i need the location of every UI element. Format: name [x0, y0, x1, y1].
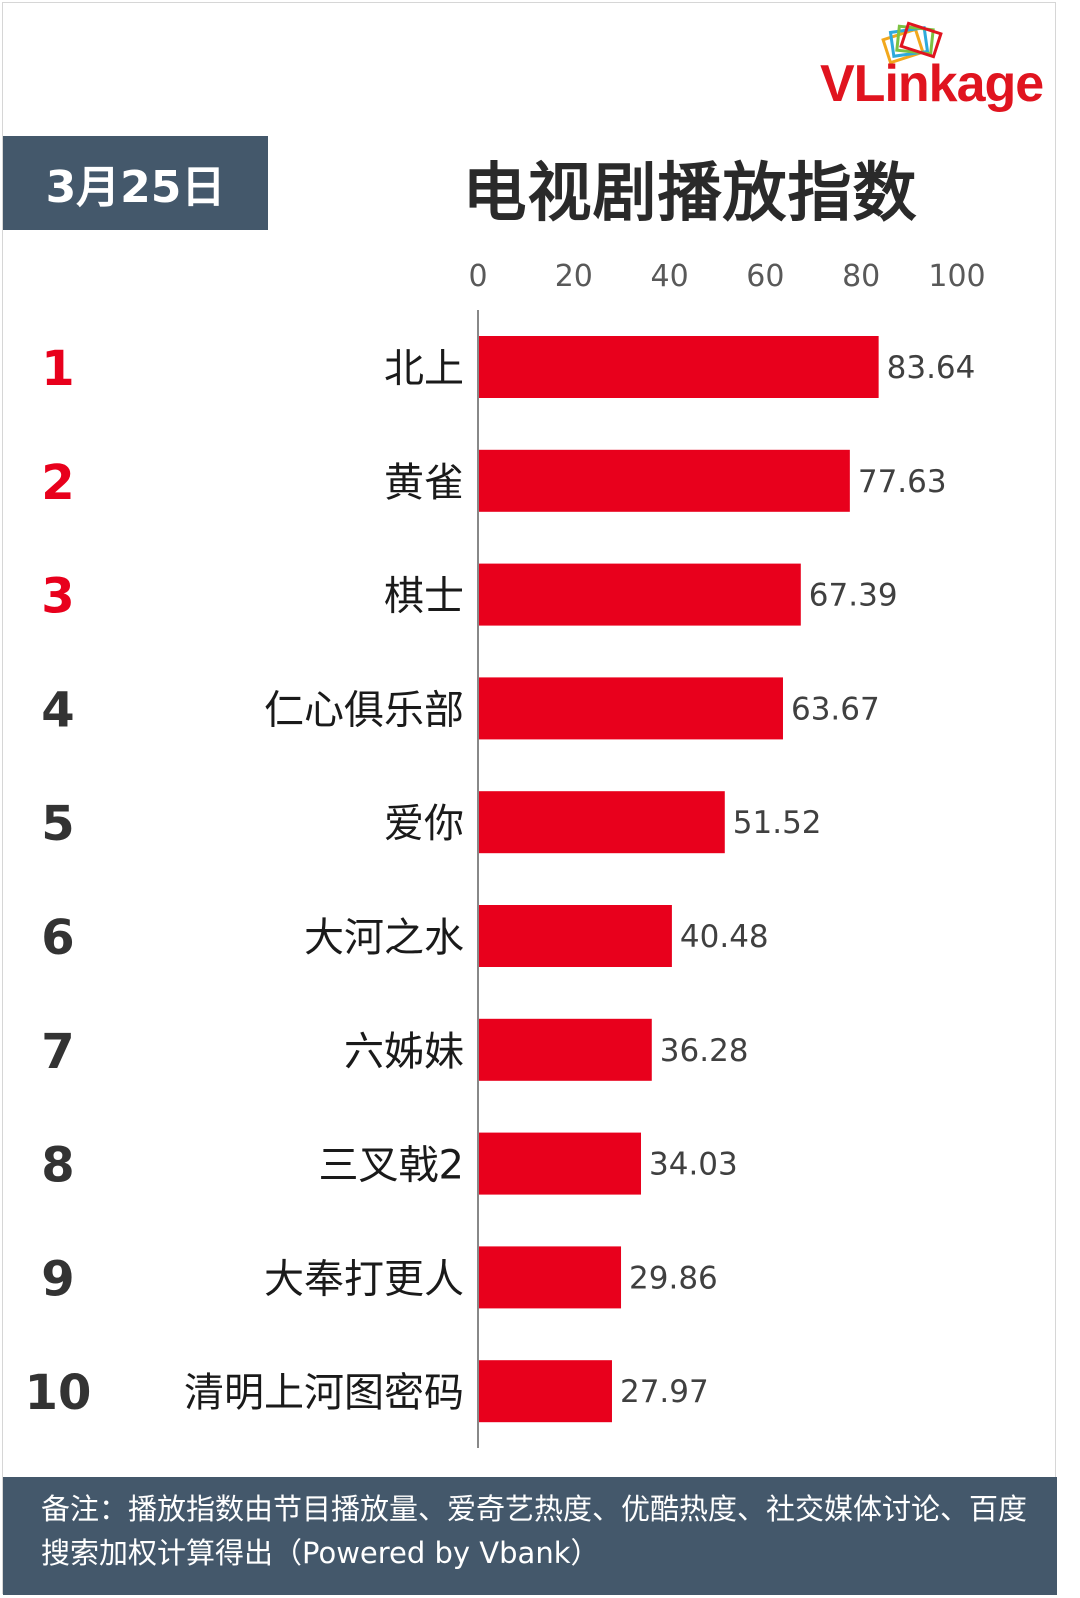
footer-note: 备注：播放指数由节目播放量、爱奇艺热度、优酷热度、社交媒体讨论、百度搜索加权计算… [3, 1477, 1057, 1595]
rank-number: 10 [25, 1365, 92, 1421]
category-label: 黄雀 [384, 460, 464, 506]
rank-number: 1 [41, 341, 74, 397]
value-label: 34.03 [649, 1147, 738, 1183]
category-label: 棋士 [384, 574, 464, 620]
x-tick-label: 40 [651, 259, 689, 294]
logo-wordmark: VLinkage [820, 55, 1044, 113]
bar [479, 1132, 642, 1195]
logo-cards-icon [881, 21, 943, 65]
date-badge: 3月25日 [3, 136, 268, 230]
vlinkage-logo: VLinkage [820, 20, 1060, 120]
page-title: 电视剧播放指数 [462, 157, 918, 231]
bar [479, 449, 850, 512]
x-tick-label: 80 [842, 259, 880, 294]
value-label: 63.67 [791, 691, 880, 727]
bar [479, 1246, 622, 1309]
value-label: 77.63 [858, 464, 947, 500]
category-label: 仁心俱乐部 [264, 687, 464, 733]
rank-number: 5 [41, 796, 74, 852]
rank-number: 7 [41, 1024, 74, 1080]
bar-chart: 0 20 40 60 80 100 1 北上 83.64 2 黄雀 77.63 3 棋士 67.39 4 仁心俱… [25, 259, 986, 1448]
x-tick-label: 0 [468, 259, 487, 294]
category-label: 清明上河图密码 [184, 1370, 464, 1416]
bar [479, 563, 801, 626]
x-tick-label: 60 [746, 259, 784, 294]
rank-number: 2 [41, 455, 74, 511]
rank-number: 3 [41, 569, 74, 625]
category-label: 大河之水 [304, 915, 464, 961]
value-label: 36.28 [660, 1033, 749, 1069]
footer-note-text: 备注：播放指数由节目播放量、爱奇艺热度、优酷热度、社交媒体讨论、百度搜索加权计算… [41, 1492, 1028, 1570]
bar [479, 791, 725, 854]
bar [479, 677, 783, 740]
category-label: 大奉打更人 [264, 1256, 464, 1302]
value-label: 83.64 [887, 350, 976, 386]
bar [479, 336, 879, 398]
x-tick-label: 100 [928, 259, 985, 294]
rank-number: 9 [41, 1251, 74, 1307]
category-label: 北上 [384, 346, 464, 392]
rank-number: 4 [41, 682, 74, 738]
category-label: 六姊妹 [344, 1029, 464, 1075]
x-tick-label: 20 [555, 259, 593, 294]
bar [479, 905, 672, 967]
category-label: 三叉戟2 [319, 1143, 464, 1189]
value-label: 40.48 [680, 919, 769, 955]
rank-number: 6 [41, 910, 74, 966]
value-label: 27.97 [620, 1374, 709, 1410]
bar [479, 1360, 612, 1423]
value-label: 67.39 [809, 578, 898, 614]
category-label: 爱你 [384, 801, 464, 847]
value-label: 51.52 [733, 805, 822, 841]
date-label: 3月25日 [45, 162, 226, 213]
bar [479, 1018, 652, 1081]
rank-number: 8 [41, 1138, 74, 1194]
value-label: 29.86 [629, 1260, 718, 1296]
